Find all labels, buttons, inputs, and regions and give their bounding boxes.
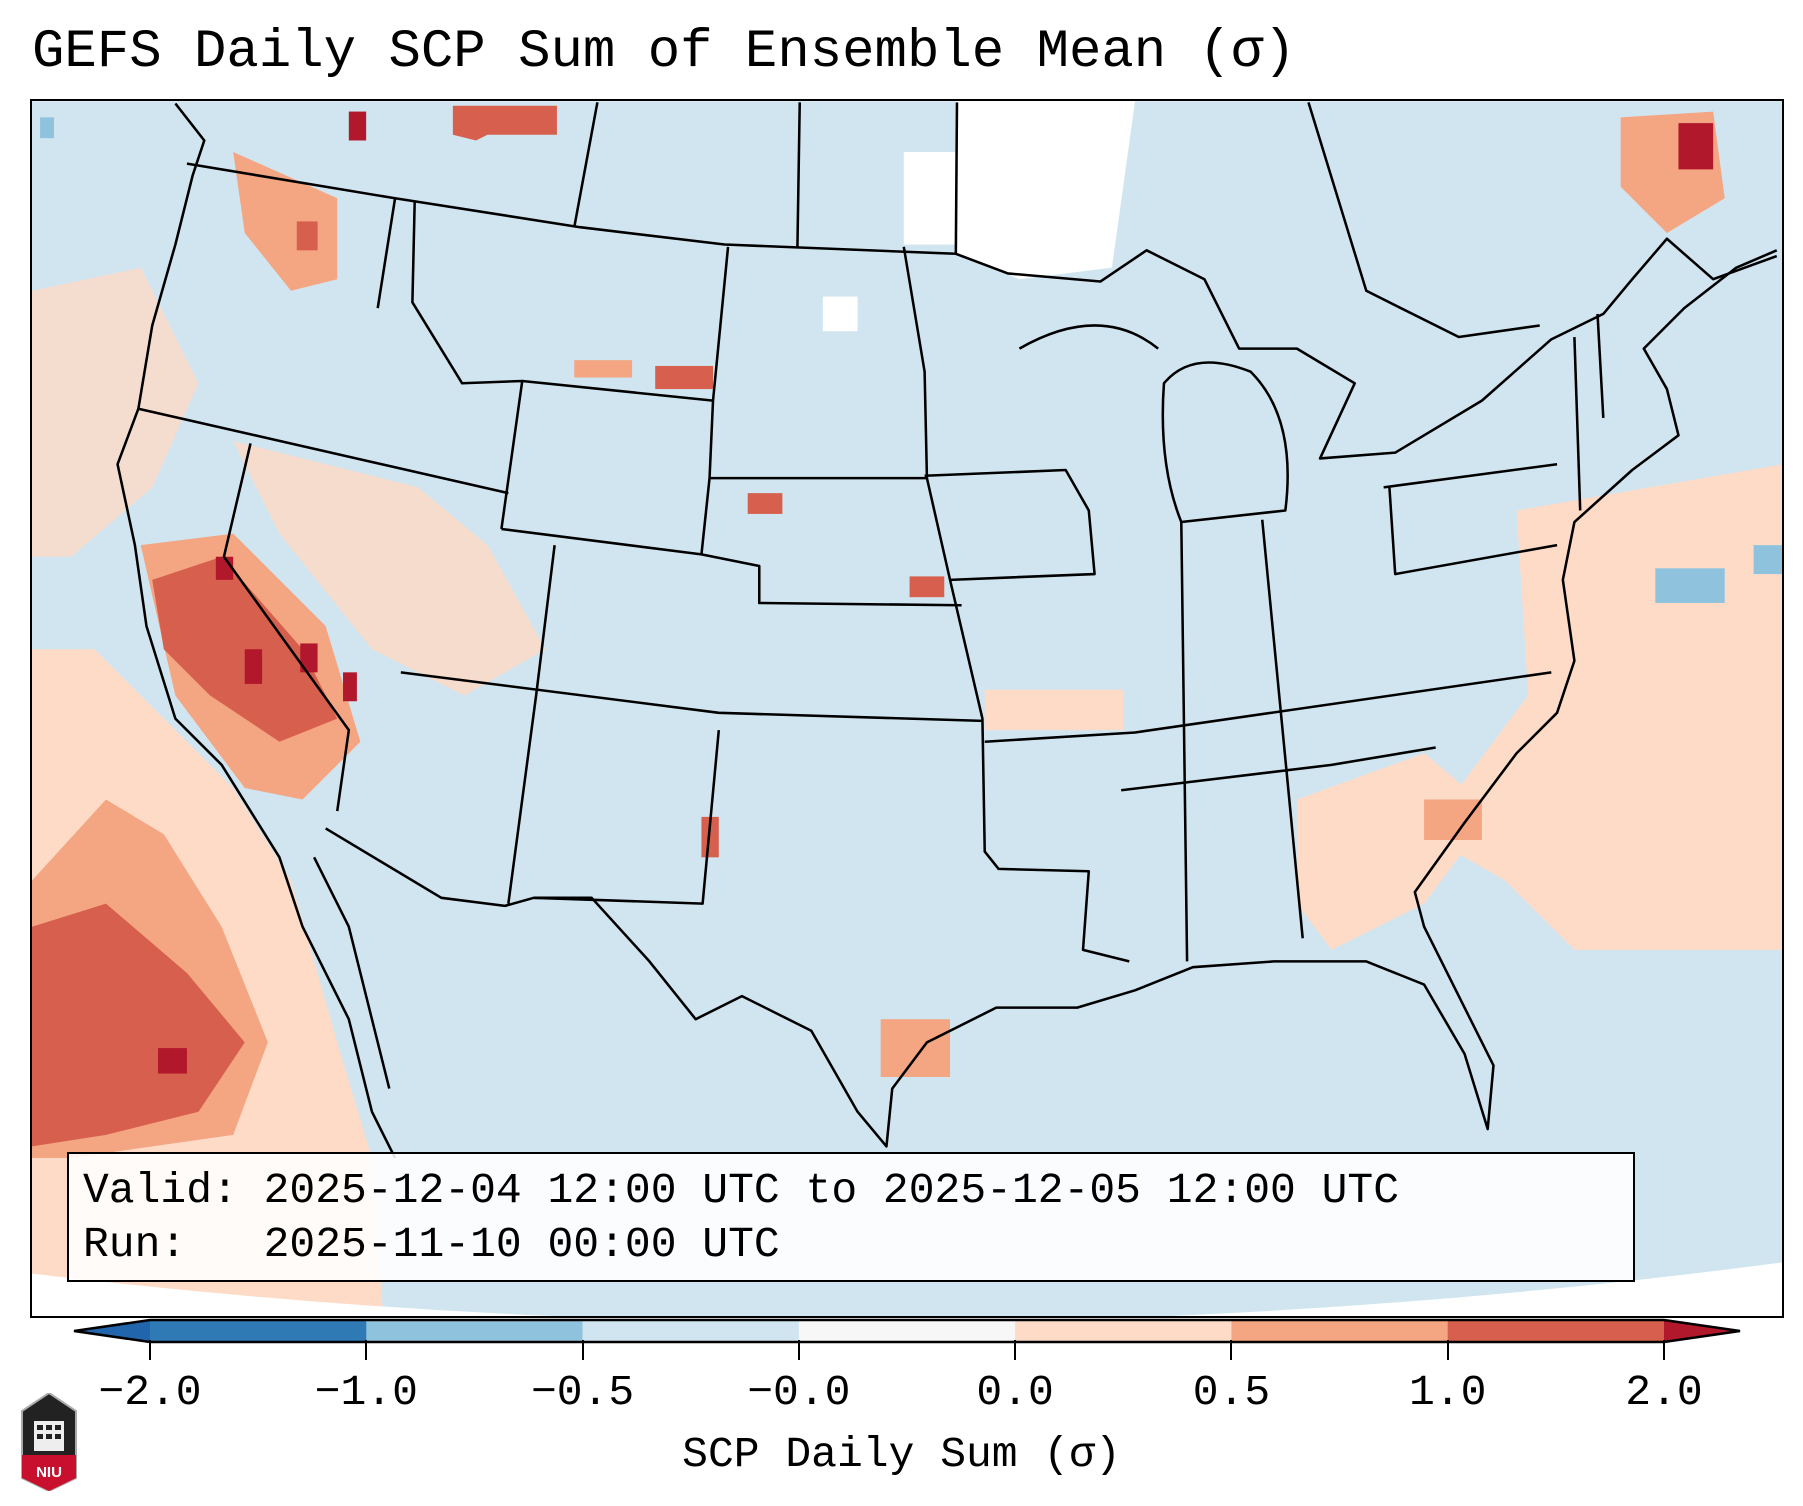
niu-logo: NIU <box>21 1393 77 1491</box>
colorbar-tick <box>365 1340 368 1360</box>
anomaly-map <box>32 101 1782 1316</box>
colorbar-tick-label: −1.0 <box>314 1368 418 1417</box>
colorbar-tick-label: 2.0 <box>1625 1368 1703 1417</box>
colorbar-over-extension <box>1664 1320 1740 1342</box>
colorbar <box>73 1318 1741 1344</box>
projection-edge <box>32 1262 1782 1316</box>
colorbar-tick <box>149 1340 151 1360</box>
colorbar-segment <box>1447 1320 1665 1342</box>
colorbar-tick <box>1663 1340 1665 1360</box>
map-panel <box>30 99 1784 1318</box>
colorbar-tick <box>1230 1340 1233 1360</box>
validity-info-box: Valid: 2025-12-04 12:00 UTC to 2025-12-0… <box>67 1152 1635 1282</box>
colorbar-tick <box>797 1340 800 1360</box>
colorbar-label: SCP Daily Sum (σ) <box>682 1430 1121 1479</box>
colorbar-tick-label: 0.0 <box>976 1368 1054 1417</box>
valid-time-text: Valid: 2025-12-04 12:00 UTC to 2025-12-0… <box>83 1166 1400 1215</box>
run-time-text: Run: 2025-11-10 00:00 UTC <box>83 1220 780 1269</box>
colorbar-segment <box>1015 1320 1232 1342</box>
colorbar-segment <box>582 1320 800 1342</box>
colorbar-tick-label: 0.5 <box>1192 1368 1271 1417</box>
colorbar-segment <box>150 1320 367 1342</box>
figure-title: GEFS Daily SCP Sum of Ensemble Mean (σ) <box>32 22 1296 83</box>
colorbar-segment <box>1231 1320 1449 1342</box>
colorbar-segment <box>366 1320 584 1342</box>
colorbar-tick <box>1014 1340 1017 1360</box>
colorbar-tick-label: −0.5 <box>530 1368 635 1417</box>
colorbar-tick-label: −0.0 <box>747 1368 851 1417</box>
colorbar-segment <box>798 1320 1016 1342</box>
coastlines-and-borders <box>116 101 1778 1159</box>
colorbar-tick-label: −2.0 <box>98 1368 202 1417</box>
anomaly-fields <box>32 101 1782 1316</box>
colorbar-under-extension <box>74 1320 150 1342</box>
colorbar-tick <box>1446 1340 1449 1360</box>
colorbar-tick <box>581 1340 584 1360</box>
colorbar-tick-label: 1.0 <box>1408 1368 1487 1417</box>
svg-text:NIU: NIU <box>36 1464 62 1481</box>
